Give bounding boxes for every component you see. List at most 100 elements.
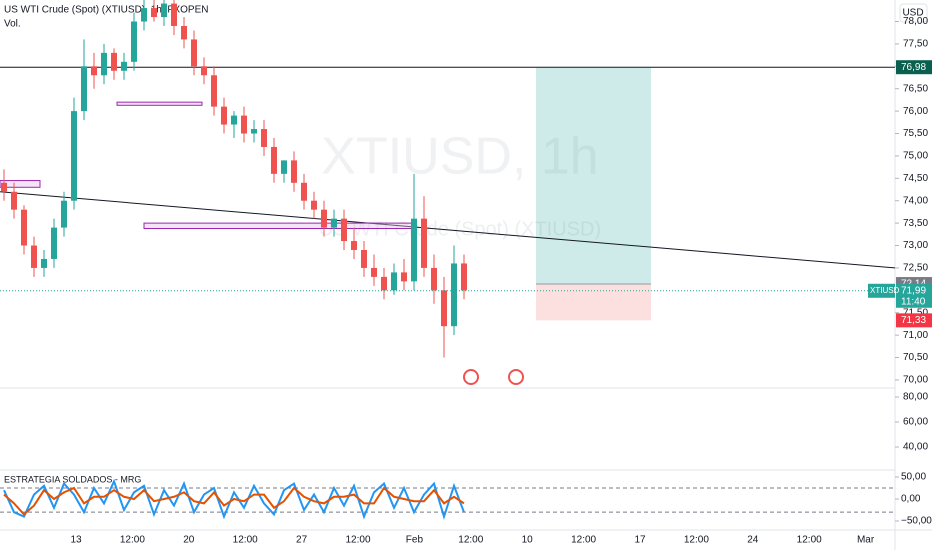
y-tick-label: 77,50 (903, 39, 928, 50)
x-tick-label: 10 (522, 535, 534, 546)
price-tag-label: 76,98 (901, 62, 926, 73)
candle-body (121, 61, 127, 71)
y-tick-label: 75,00 (903, 151, 928, 162)
watermark-name: US WTI Crude (Spot) (XTIUSD) (319, 218, 601, 240)
candle-body (431, 267, 437, 291)
target-zone (536, 67, 651, 285)
x-tick-label: 12:00 (458, 535, 483, 546)
candle-body (411, 218, 417, 282)
candle-body (331, 218, 337, 228)
candle-body (461, 263, 467, 291)
y-tick-label: 50,00 (901, 472, 926, 483)
y-tick-label: 40,00 (903, 442, 928, 453)
y-tick-label: 73,00 (903, 240, 928, 251)
candle-body (401, 272, 407, 282)
candle-body (361, 250, 367, 268)
x-tick-label: 17 (634, 535, 646, 546)
y-tick-label: 76,00 (903, 106, 928, 117)
candle-body (421, 218, 427, 268)
x-tick-label: 27 (296, 535, 308, 546)
x-tick-label: 12:00 (120, 535, 145, 546)
candle-body (231, 115, 237, 125)
candle-body (291, 160, 297, 183)
y-tick-label: 70,00 (903, 375, 928, 386)
volume-label[interactable]: Vol. (4, 19, 21, 30)
y-tick-label: 76,50 (903, 83, 928, 94)
stop-zone (536, 284, 651, 321)
candle-body (201, 66, 207, 76)
currency-button[interactable] (899, 3, 928, 23)
candle-body (111, 52, 117, 71)
y-tick-label: 78,00 (903, 16, 928, 27)
candle-body (371, 267, 377, 277)
zone (143, 222, 415, 229)
x-tick-label: 12:00 (233, 535, 258, 546)
candle-body (161, 3, 167, 18)
y-tick-label: 0,00 (901, 494, 921, 505)
candle-body (301, 182, 307, 201)
trendline (0, 191, 896, 269)
candle-body (321, 209, 327, 228)
candle-body (91, 66, 97, 76)
candle-body (271, 146, 277, 174)
y-tick-label: 72,50 (903, 263, 928, 274)
candle-body (21, 209, 27, 246)
candle-body (141, 8, 147, 22)
y-tick-label: 71,00 (903, 330, 928, 341)
x-tick-label: 12:00 (571, 535, 596, 546)
x-tick-label: 12:00 (345, 535, 370, 546)
candle-body (391, 272, 397, 291)
candle-body (131, 21, 137, 62)
x-tick-label: 24 (747, 535, 759, 546)
y-tick-label: 74,50 (903, 173, 928, 184)
candle-body (41, 258, 47, 268)
candle-body (71, 111, 77, 201)
watermark-symbol: XTIUSD, 1h (321, 128, 598, 186)
x-tick-label: 12:00 (797, 535, 822, 546)
symbol-title[interactable]: US WTI Crude (Spot) (XTIUSD), 1h, FXOPEN (4, 5, 208, 16)
symbol-tag-label: XTIUSD (870, 286, 900, 295)
candle-body (151, 8, 157, 18)
candle-body (341, 218, 347, 242)
candle-body (351, 241, 357, 251)
candle-body (381, 276, 387, 291)
event-icon[interactable] (508, 369, 524, 385)
price-tag (896, 313, 932, 328)
zone (0, 180, 41, 188)
price-tag (896, 60, 932, 75)
zone (116, 101, 203, 106)
candle-body (11, 191, 17, 210)
y-tick-label: 60,00 (903, 417, 928, 428)
y-tick-label: −50,00 (901, 516, 932, 527)
oscillator-title[interactable]: ESTRATEGIA SOLDADOS - MRG (4, 474, 141, 484)
candle-body (1, 182, 7, 192)
candle-body (241, 115, 247, 134)
candle-body (451, 263, 457, 327)
x-tick-label: Feb (406, 535, 424, 546)
y-tick-label: 74,00 (903, 195, 928, 206)
candle-body (261, 129, 267, 147)
x-tick-label: Mar (857, 535, 875, 546)
y-tick-label: 70,50 (903, 352, 928, 363)
price-tag (896, 283, 932, 308)
price-tag-label: 71,99 (901, 285, 926, 296)
candle-body (51, 227, 57, 259)
x-tick-label: 20 (183, 535, 195, 546)
oscillator-line (3, 486, 465, 516)
x-tick-label: 12:00 (684, 535, 709, 546)
candle-body (441, 290, 447, 327)
candle-body (221, 106, 227, 125)
currency[interactable]: USD (902, 8, 923, 19)
symbol-tag (868, 283, 895, 298)
candle-body (171, 3, 177, 26)
candle-body (281, 160, 287, 174)
candle-body (181, 25, 187, 40)
candle-body (31, 245, 37, 268)
y-tick-label: 71,50 (903, 307, 928, 318)
countdown: 11:40 (901, 296, 926, 307)
candle-body (251, 129, 257, 134)
event-icon[interactable] (463, 369, 479, 385)
candle-body (61, 200, 67, 228)
